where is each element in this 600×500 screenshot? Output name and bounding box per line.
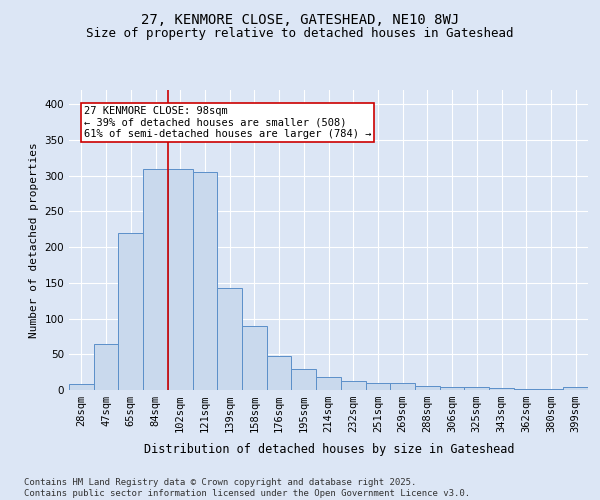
- Bar: [118, 233, 143, 390]
- Bar: [563, 387, 588, 390]
- Bar: [390, 383, 415, 390]
- Bar: [193, 172, 217, 390]
- Bar: [242, 326, 267, 390]
- Bar: [440, 387, 464, 390]
- Bar: [316, 377, 341, 390]
- Bar: [539, 388, 563, 390]
- Bar: [292, 368, 316, 390]
- Text: Contains HM Land Registry data © Crown copyright and database right 2025.
Contai: Contains HM Land Registry data © Crown c…: [24, 478, 470, 498]
- Text: 27, KENMORE CLOSE, GATESHEAD, NE10 8WJ: 27, KENMORE CLOSE, GATESHEAD, NE10 8WJ: [141, 12, 459, 26]
- Y-axis label: Number of detached properties: Number of detached properties: [29, 142, 39, 338]
- Text: 27 KENMORE CLOSE: 98sqm
← 39% of detached houses are smaller (508)
61% of semi-d: 27 KENMORE CLOSE: 98sqm ← 39% of detache…: [84, 106, 371, 139]
- Text: Distribution of detached houses by size in Gateshead: Distribution of detached houses by size …: [143, 442, 514, 456]
- Bar: [514, 388, 539, 390]
- Bar: [143, 168, 168, 390]
- Bar: [489, 388, 514, 390]
- Bar: [168, 168, 193, 390]
- Bar: [464, 387, 489, 390]
- Bar: [217, 288, 242, 390]
- Bar: [415, 386, 440, 390]
- Bar: [94, 344, 118, 390]
- Text: Size of property relative to detached houses in Gateshead: Size of property relative to detached ho…: [86, 28, 514, 40]
- Bar: [341, 380, 365, 390]
- Bar: [69, 384, 94, 390]
- Bar: [267, 356, 292, 390]
- Bar: [365, 383, 390, 390]
